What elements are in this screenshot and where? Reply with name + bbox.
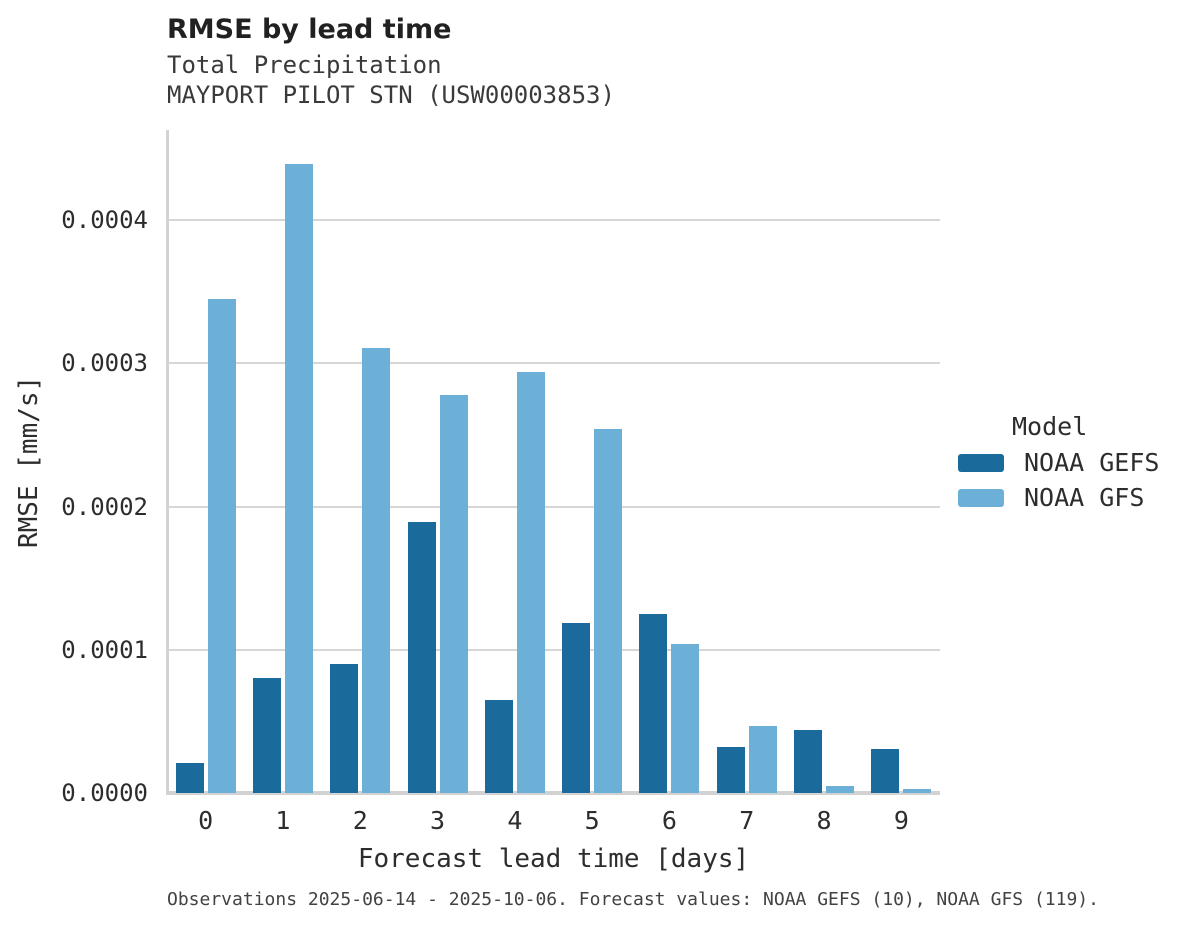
gridline-0.0002 <box>167 505 940 508</box>
bar-noaa-gefs-day-6 <box>639 614 667 793</box>
legend: Model NOAA GEFS NOAA GFS <box>958 412 1173 523</box>
bar-noaa-gfs-day-8 <box>826 786 854 793</box>
y-tick-0.0002: 0.0002 <box>61 492 148 521</box>
gridline-0.0004 <box>167 219 940 222</box>
bar-noaa-gefs-day-9 <box>871 749 899 793</box>
bar-noaa-gefs-day-7 <box>717 747 745 793</box>
y-tick-0.0000: 0.0000 <box>61 779 148 807</box>
legend-swatch <box>958 488 1004 507</box>
x-tick-5: 5 <box>584 806 600 835</box>
chart-title: RMSE by lead time <box>167 14 452 45</box>
plot-area <box>167 130 940 793</box>
bar-noaa-gfs-day-1 <box>285 164 313 793</box>
y-tick-0.0003: 0.0003 <box>61 349 148 378</box>
bar-noaa-gefs-day-5 <box>562 623 590 793</box>
y-tick-0.0001: 0.0001 <box>61 635 148 664</box>
bar-noaa-gfs-day-4 <box>517 372 545 793</box>
legend-swatch <box>958 453 1004 472</box>
bar-noaa-gfs-day-9 <box>903 789 931 793</box>
chart-station-label: MAYPORT PILOT STN (USW00003853) <box>167 81 615 109</box>
bar-noaa-gfs-day-6 <box>671 644 699 793</box>
bar-noaa-gfs-day-5 <box>594 429 622 793</box>
bar-noaa-gfs-day-3 <box>440 395 468 793</box>
x-tick-9: 9 <box>893 806 909 835</box>
bar-noaa-gefs-day-1 <box>253 678 281 793</box>
legend-row-noaa-gefs: NOAA GEFS <box>958 448 1173 477</box>
y-tick-0.0004: 0.0004 <box>61 206 148 235</box>
legend-label: NOAA GEFS <box>1024 448 1160 477</box>
bar-noaa-gfs-day-7 <box>749 726 777 793</box>
x-tick-3: 3 <box>430 806 446 835</box>
gridline-0.0001 <box>167 648 940 651</box>
bar-noaa-gefs-day-3 <box>408 522 436 793</box>
gridline-0.0003 <box>167 362 940 365</box>
bar-noaa-gfs-day-2 <box>362 348 390 793</box>
x-axis-title: Forecast lead time [days] <box>357 844 750 874</box>
bar-noaa-gfs-day-0 <box>208 299 236 793</box>
legend-title: Model <box>1012 412 1088 441</box>
x-tick-7: 7 <box>739 806 755 835</box>
legend-row-noaa-gfs: NOAA GFS <box>958 483 1173 512</box>
x-axis-line <box>166 791 940 795</box>
bar-noaa-gefs-day-8 <box>794 730 822 793</box>
x-tick-8: 8 <box>816 806 832 835</box>
bar-noaa-gefs-day-4 <box>485 700 513 793</box>
x-tick-4: 4 <box>507 806 523 835</box>
bar-noaa-gefs-day-2 <box>330 664 358 793</box>
x-tick-2: 2 <box>352 806 368 835</box>
legend-label: NOAA GFS <box>1024 483 1145 512</box>
chart-subtitle: Total Precipitation <box>167 51 442 79</box>
bar-noaa-gefs-day-0 <box>176 763 204 793</box>
x-tick-0: 0 <box>198 806 214 835</box>
x-tick-6: 6 <box>661 806 677 835</box>
y-axis-spine <box>166 130 169 795</box>
x-tick-1: 1 <box>275 806 291 835</box>
caption: Observations 2025-06-14 - 2025-10-06. Fo… <box>167 889 1099 910</box>
